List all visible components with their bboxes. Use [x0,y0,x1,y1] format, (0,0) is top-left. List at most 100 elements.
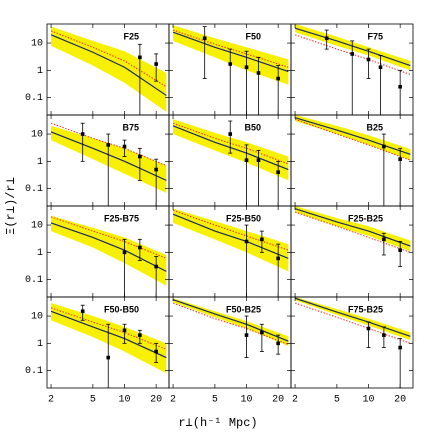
band [173,25,289,85]
band [51,125,167,193]
data-point [154,349,158,354]
data-point [244,158,249,162]
y-tick-label: 10 [31,312,43,323]
dotted-line [172,122,289,165]
model-line [294,117,411,155]
x-tick-label: 10 [119,395,131,406]
model-line [172,299,289,342]
panel-title: F75 [367,31,383,41]
data-point [154,167,158,172]
data-point [80,309,85,314]
panel [172,298,289,358]
x-tick-label: 5 [212,395,218,406]
y-tick-label: 0.1 [25,366,43,377]
x-tick-label: 10 [241,395,253,406]
panel-title: F25 [123,31,139,41]
data-point [382,237,386,242]
model-line [50,34,167,96]
panel [294,24,411,115]
y-tick-label: 1 [37,66,43,77]
dotted-line [50,307,167,350]
x-tick-label: 20 [394,395,406,406]
dotted-line [50,216,167,259]
panel-title: B25 [366,122,383,132]
data-point [138,55,142,60]
panel [50,26,167,115]
data-point [260,330,264,335]
data-point [106,355,111,360]
model-line [294,27,411,67]
dotted-line [50,30,167,88]
panel [50,303,167,388]
x-tick-label: 2 [48,395,54,406]
y-axis-label: Ξ(r⊥)/r⊥ [4,177,18,235]
panel-title: B75 [122,122,139,132]
y-tick-label: 0.1 [25,184,43,195]
panel-title: F25-B25 [348,213,383,223]
band [173,298,289,346]
model-line [294,297,411,337]
x-tick-label: 5 [334,395,340,406]
data-point [80,132,85,136]
data-point [122,328,127,333]
data-point [244,239,249,244]
data-point [398,157,402,161]
band [173,119,289,181]
model-line [172,31,289,73]
band [295,115,411,161]
band [295,24,411,71]
data-point [398,345,402,350]
data-point [260,237,264,242]
panel-title: F50 [245,31,261,41]
model-line [172,213,289,259]
x-tick-label: 5 [90,395,96,406]
panel-title: F25-B75 [104,213,139,223]
panel [50,215,167,297]
panel [172,208,289,297]
data-point [122,250,127,255]
model-line [172,125,289,171]
data-point [228,132,233,136]
data-point [366,57,371,62]
y-tick-label: 10 [31,130,43,141]
x-tick-label: 20 [150,395,162,406]
data-point [276,256,280,261]
y-tick-label: 10 [31,39,43,50]
panel-title: F75-B25 [348,304,383,314]
band [51,215,167,286]
panel-title: F50-B25 [226,304,261,314]
model-line [50,131,167,181]
data-point [122,144,127,149]
model-line [50,222,167,272]
x-tick-label: 2 [170,395,176,406]
band [51,26,167,112]
panel [294,297,411,388]
data-point [366,326,371,331]
y-tick-label: 10 [31,221,43,232]
data-point [154,264,158,269]
data-point [276,76,280,81]
data-point [382,144,386,149]
model-line [50,310,167,359]
data-point [154,62,158,66]
data-point [350,52,355,56]
data-point [244,333,249,337]
data-point [276,170,280,174]
panel [172,25,289,115]
y-tick-label: 1 [37,339,43,350]
y-tick-label: 0.1 [25,93,43,104]
band [51,303,167,374]
data-point [138,154,142,159]
data-point [106,143,111,147]
data-point [398,84,402,89]
panel [50,122,167,206]
data-point [382,333,386,337]
x-axis-label: r⊥(h⁻¹ Mpc) [178,416,257,430]
x-tick-label: 10 [363,395,375,406]
x-tick-label: 20 [272,395,284,406]
panel-frame [290,114,414,207]
dotted-line [294,211,411,253]
dotted-line [294,118,411,161]
model-line [294,208,411,247]
data-point [256,71,261,75]
